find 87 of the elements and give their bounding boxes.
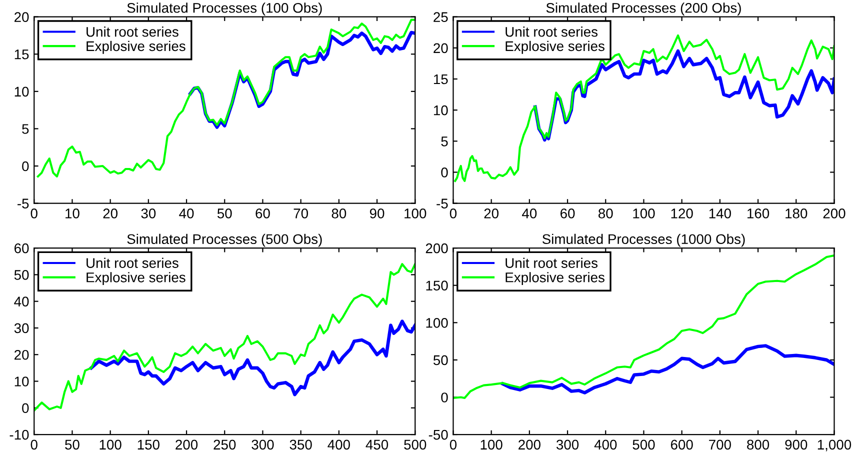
- x-tick-label: 1,000: [818, 440, 852, 452]
- y-tick-label: 60: [14, 243, 29, 254]
- y-tick-label: 20: [14, 12, 29, 22]
- y-tick-label: -5: [18, 198, 29, 208]
- y-tick-label: -5: [436, 198, 448, 208]
- x-tick-label: 500: [632, 440, 655, 450]
- x-tick-label: 10: [66, 208, 80, 218]
- y-tick-label: 5: [22, 124, 29, 134]
- legend-label: Explosive series: [506, 272, 604, 286]
- y-tick-label: 10: [14, 86, 29, 97]
- x-tick-label: 900: [785, 440, 808, 450]
- y-tick-label: -10: [10, 430, 29, 440]
- x-tick-label: 600: [670, 440, 693, 450]
- chart-title: Simulated Processes (500 Obs): [127, 234, 322, 247]
- y-tick-label: 0: [441, 168, 448, 178]
- x-tick-label: 200: [823, 208, 846, 218]
- x-tick-label: 700: [709, 440, 731, 450]
- y-tick-label: 20: [434, 43, 448, 54]
- x-tick-label: 20: [484, 208, 499, 218]
- x-tick-label: 60: [256, 208, 270, 218]
- y-tick-label: 15: [14, 50, 29, 60]
- x-tick-label: 120: [671, 208, 693, 218]
- legend-label: Unit root series: [86, 258, 178, 268]
- x-tick-label: 300: [252, 440, 274, 450]
- x-tick-label: 90: [370, 208, 384, 218]
- y-tick-label: 50: [433, 355, 448, 366]
- x-tick-label: 400: [328, 440, 350, 450]
- y-tick-label: 0: [22, 403, 29, 414]
- x-tick-label: 200: [518, 440, 540, 450]
- x-tick-label: 160: [748, 208, 770, 218]
- x-tick-label: 450: [366, 440, 388, 450]
- y-tick-label: 40: [14, 296, 29, 306]
- y-tick-label: 10: [434, 105, 448, 116]
- legend-label: Explosive series: [86, 272, 186, 286]
- y-tick-label: 25: [434, 12, 448, 22]
- x-tick-label: 100: [100, 440, 122, 450]
- y-tick-label: 30: [14, 323, 29, 334]
- line-series: [36, 18, 416, 178]
- x-tick-label: 60: [560, 208, 575, 218]
- x-tick-label: 30: [141, 208, 156, 218]
- x-tick-label: 50: [65, 440, 80, 450]
- chart-title: Simulated Processes (100 Obs): [127, 2, 322, 16]
- x-tick-label: 0: [450, 440, 457, 450]
- line-series: [90, 320, 416, 396]
- x-tick-label: 80: [332, 208, 346, 218]
- x-tick-label: 50: [217, 208, 232, 218]
- y-tick-label: 100: [426, 318, 448, 328]
- line-series: [501, 344, 834, 394]
- chart-title: Simulated Processes (1000 Obs): [542, 234, 745, 247]
- x-tick-label: 40: [522, 208, 537, 218]
- x-tick-label: 140: [709, 208, 731, 218]
- x-tick-label: 70: [294, 208, 308, 218]
- legend-label: Unit root series: [506, 258, 598, 268]
- legend-label: Explosive series: [506, 40, 604, 54]
- x-tick-label: 40: [179, 208, 194, 218]
- y-tick-label: 150: [426, 280, 448, 291]
- y-tick-label: 200: [426, 243, 448, 254]
- legend-label: Explosive series: [86, 40, 186, 54]
- x-tick-label: 100: [480, 440, 502, 450]
- x-tick-label: 150: [138, 440, 160, 450]
- x-tick-label: 400: [594, 440, 617, 450]
- y-tick-label: 20: [14, 350, 29, 360]
- y-tick-label: -50: [428, 430, 448, 440]
- x-tick-label: 100: [633, 208, 655, 218]
- x-tick-label: 350: [290, 440, 312, 450]
- x-tick-label: 100: [404, 208, 426, 218]
- y-tick-label: 5: [441, 136, 448, 146]
- y-tick-label: 15: [434, 74, 448, 84]
- y-tick-label: 50: [14, 270, 29, 280]
- x-tick-label: 300: [556, 440, 579, 450]
- x-tick-label: 200: [176, 440, 198, 450]
- x-tick-label: 0: [30, 440, 38, 450]
- y-tick-label: 0: [441, 392, 448, 402]
- x-tick-label: 80: [598, 208, 613, 218]
- x-tick-label: 800: [747, 440, 770, 450]
- legend-label: Unit root series: [506, 26, 598, 37]
- x-tick-label: 0: [450, 208, 457, 218]
- y-tick-label: 0: [22, 161, 29, 172]
- x-tick-label: 180: [786, 208, 808, 218]
- y-tick-label: 10: [14, 376, 29, 386]
- chart-title: Simulated Processes (200 Obs): [546, 2, 741, 16]
- legend-label: Unit root series: [86, 26, 178, 37]
- x-tick-label: 20: [103, 208, 118, 218]
- x-tick-label: 0: [30, 208, 38, 218]
- line-series: [453, 254, 834, 400]
- x-tick-label: 250: [214, 440, 236, 450]
- x-tick-label: 500: [404, 440, 426, 450]
